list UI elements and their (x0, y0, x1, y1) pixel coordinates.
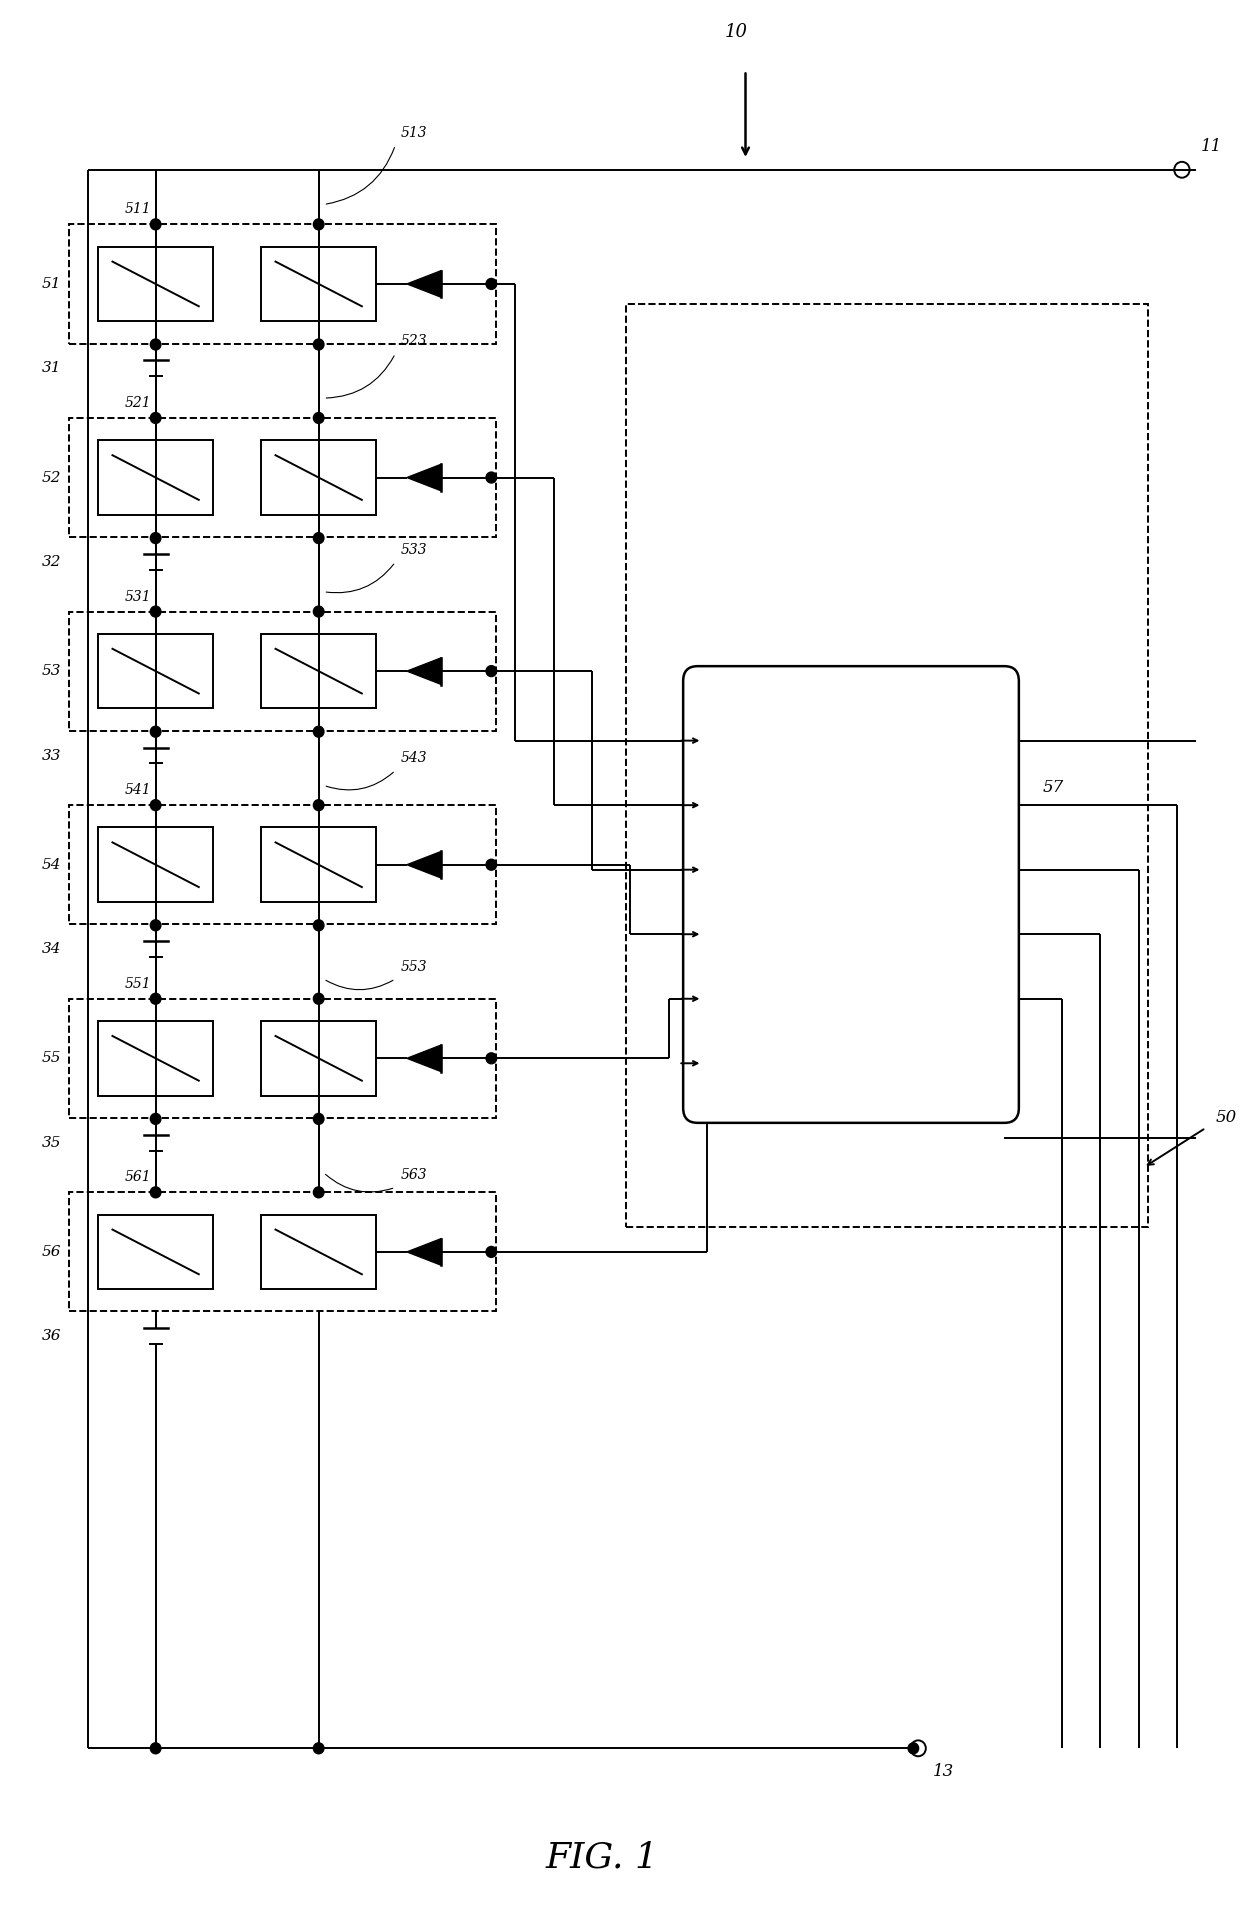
Bar (262, 247, 376, 320)
Bar (262, 1020, 376, 1096)
Polygon shape (407, 1238, 441, 1265)
Circle shape (150, 1186, 161, 1198)
Bar (262, 828, 376, 903)
Text: 11: 11 (1202, 137, 1223, 154)
FancyBboxPatch shape (683, 666, 1019, 1123)
Circle shape (314, 1186, 324, 1198)
Circle shape (150, 725, 161, 737)
Text: 51: 51 (42, 278, 62, 291)
Text: 52: 52 (42, 471, 62, 484)
Text: 563: 563 (401, 1169, 427, 1182)
Text: 53: 53 (42, 664, 62, 679)
Circle shape (314, 340, 324, 349)
Text: 521: 521 (124, 395, 151, 411)
Text: 54: 54 (42, 858, 62, 872)
Text: 55: 55 (42, 1051, 62, 1065)
Text: 31: 31 (42, 361, 62, 376)
Bar (626, 303, 1148, 1227)
Bar (98, 828, 213, 903)
Text: 553: 553 (401, 961, 427, 974)
Circle shape (314, 1744, 324, 1753)
Text: 35: 35 (42, 1136, 62, 1150)
Text: 34: 34 (42, 941, 62, 957)
Text: 36: 36 (42, 1329, 62, 1343)
Polygon shape (407, 1046, 441, 1073)
Circle shape (314, 413, 324, 424)
Text: 531: 531 (124, 590, 151, 604)
Polygon shape (407, 658, 441, 685)
Circle shape (150, 606, 161, 617)
Polygon shape (407, 270, 441, 297)
Circle shape (486, 278, 496, 289)
Bar (69, 611, 496, 731)
Text: 533: 533 (401, 542, 427, 557)
Circle shape (314, 218, 324, 230)
Circle shape (486, 473, 496, 482)
Text: 57: 57 (1043, 779, 1064, 797)
Bar (98, 635, 213, 708)
Circle shape (486, 1246, 496, 1258)
Polygon shape (407, 851, 441, 878)
Bar (69, 1192, 496, 1312)
Circle shape (150, 993, 161, 1005)
Circle shape (150, 801, 161, 810)
Text: 551: 551 (124, 976, 151, 992)
Bar (98, 247, 213, 320)
Circle shape (314, 801, 324, 810)
Circle shape (486, 666, 496, 677)
Circle shape (314, 606, 324, 617)
Bar (69, 804, 496, 924)
Text: FIG. 1: FIG. 1 (546, 1840, 658, 1875)
Text: 523: 523 (401, 334, 427, 349)
Bar (98, 440, 213, 515)
Text: 543: 543 (401, 752, 427, 766)
Bar (69, 224, 496, 343)
Text: 513: 513 (401, 125, 427, 141)
Bar (98, 1020, 213, 1096)
Circle shape (908, 1744, 919, 1753)
Circle shape (150, 920, 161, 932)
Circle shape (150, 218, 161, 230)
Circle shape (314, 532, 324, 544)
Bar (98, 1215, 213, 1289)
Circle shape (150, 532, 161, 544)
Polygon shape (407, 465, 441, 492)
Circle shape (314, 1113, 324, 1125)
Bar (262, 1215, 376, 1289)
Text: 10: 10 (724, 23, 748, 41)
Text: 561: 561 (124, 1171, 151, 1184)
Circle shape (486, 858, 496, 870)
Text: 541: 541 (124, 783, 151, 797)
Circle shape (150, 1113, 161, 1125)
Bar (262, 440, 376, 515)
Bar (69, 419, 496, 536)
Circle shape (486, 1053, 496, 1063)
Circle shape (314, 993, 324, 1005)
Bar (262, 635, 376, 708)
Circle shape (314, 920, 324, 932)
Circle shape (150, 1744, 161, 1753)
Text: 32: 32 (42, 556, 62, 569)
Bar (69, 999, 496, 1119)
Text: 13: 13 (932, 1763, 954, 1780)
Text: 511: 511 (124, 203, 151, 216)
Circle shape (150, 413, 161, 424)
Circle shape (314, 725, 324, 737)
Text: 50: 50 (1215, 1109, 1236, 1127)
Circle shape (150, 340, 161, 349)
Text: 33: 33 (42, 748, 62, 762)
Text: 56: 56 (42, 1244, 62, 1260)
